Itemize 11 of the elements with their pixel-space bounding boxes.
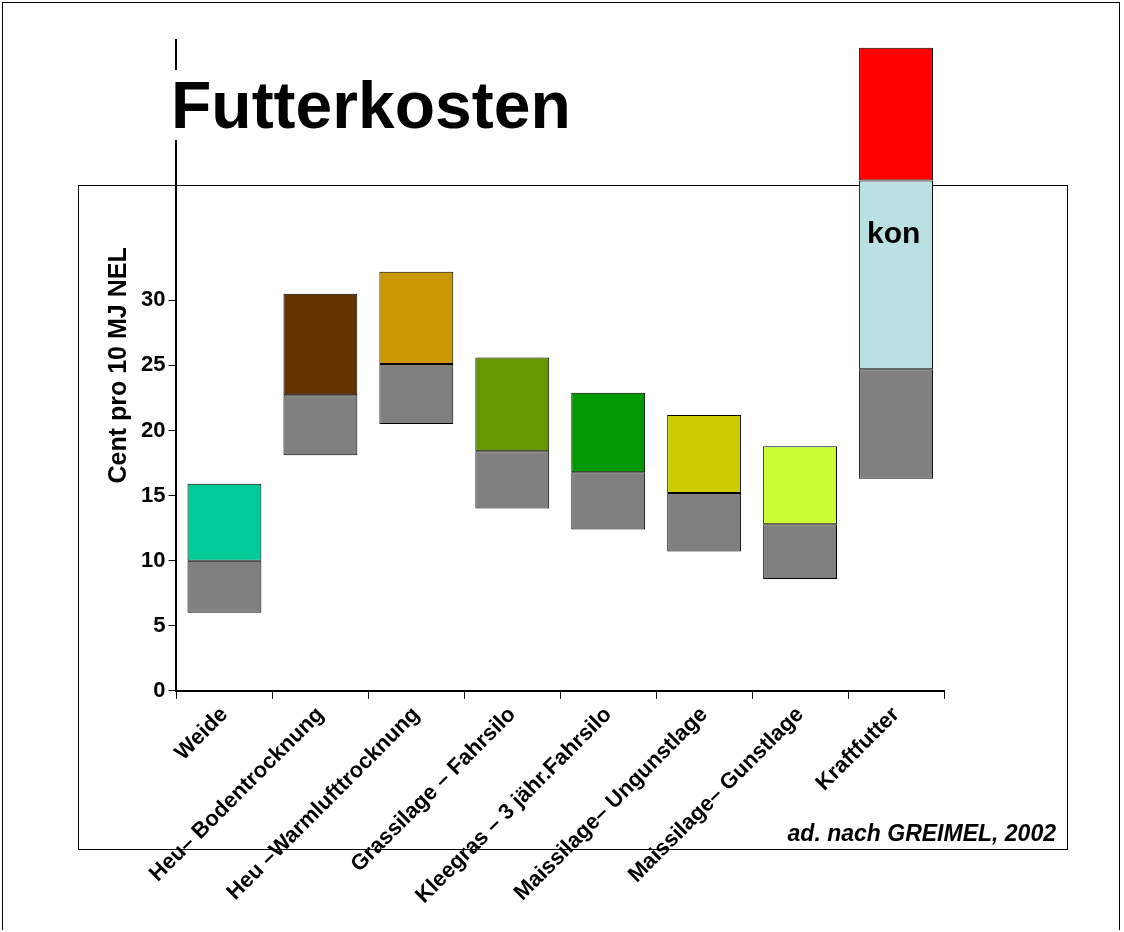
y-tick-label: 5 xyxy=(153,611,166,637)
y-axis-title: Cent pro 10 MJ NEL xyxy=(102,247,131,484)
y-tick-label: 25 xyxy=(140,351,166,377)
y-tick-label: 10 xyxy=(140,546,166,572)
text: ad. nach GREIMEL, 2002 xyxy=(787,820,1056,847)
annotation: kon xyxy=(867,216,921,250)
y-tick-label: 0 xyxy=(153,676,166,702)
chart-title: Futterkosten xyxy=(165,68,577,142)
y-tick-label: 15 xyxy=(140,481,166,507)
y-tick-label: 30 xyxy=(140,286,166,312)
y-tick-label: 20 xyxy=(140,416,166,442)
